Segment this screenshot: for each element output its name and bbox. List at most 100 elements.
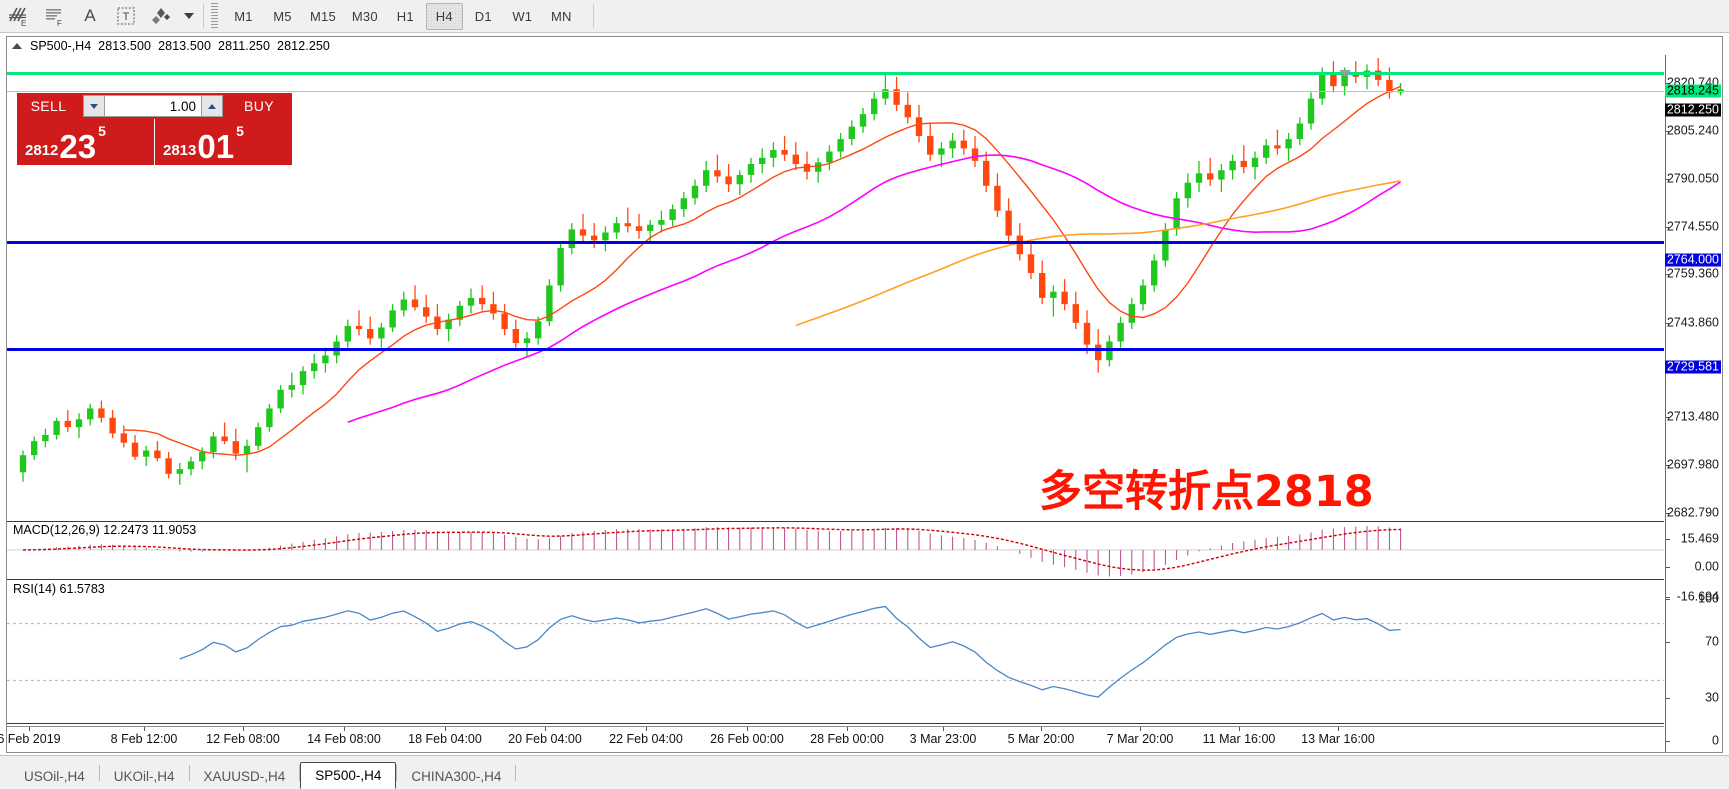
symbol-tab-sp500h4[interactable]: SP500-,H4: [300, 762, 397, 789]
chart-annotation-text: 多空转折点2818: [1039, 467, 1374, 517]
scroll-position-marker[interactable]: [1339, 70, 1351, 77]
main-toolbar: E F A T M1 M5 M15 M30: [0, 0, 1729, 33]
timeframe-button-m1[interactable]: M1: [234, 8, 253, 24]
timeframe-button-m5[interactable]: M5: [273, 8, 292, 24]
volume-input[interactable]: 1.00: [105, 95, 201, 117]
time-axis-tick: [747, 727, 748, 731]
price-axis[interactable]: 2820.740 2818.245 2812.250 2805.240 2790.050…: [1664, 55, 1722, 752]
level-line-support-2729[interactable]: [7, 348, 1664, 352]
toolbar-grip[interactable]: [211, 3, 218, 29]
trade-panel-prices: 2812 23 5 2813 01 5: [17, 119, 292, 165]
time-axis-label: 6 Feb 2019: [0, 732, 61, 746]
tab-divider: [98, 764, 100, 781]
chart-symbol-label: SP500-,H4: [30, 38, 92, 53]
time-axis-tick: [1140, 727, 1141, 731]
time-axis-tick: [1338, 727, 1339, 731]
symbol-tab-ukoilh4[interactable]: UKOil-,H4: [113, 769, 175, 784]
price-chart-pane[interactable]: [7, 55, 1664, 519]
price-axis-tick: [1666, 274, 1670, 276]
timeframe-button-w1[interactable]: W1: [512, 8, 533, 24]
macd-axis-tick: [1666, 539, 1670, 540]
level-line-support-2764[interactable]: [7, 240, 1664, 244]
chart-header: SP500-,H4 2813.500 2813.500 2811.250 281…: [7, 37, 1722, 54]
expert-advisor-icon[interactable]: E: [0, 1, 36, 31]
rsi-axis-label: 70: [1705, 634, 1719, 649]
time-axis-tick: [545, 727, 546, 731]
rsi-axis-label: 30: [1705, 690, 1719, 705]
time-axis-tick: [29, 727, 30, 731]
price-axis-label: 2759.360: [1666, 266, 1719, 281]
timeframe-button-d1[interactable]: D1: [474, 8, 492, 24]
rsi-axis-tick: [1666, 641, 1670, 643]
timeframe-button-h4[interactable]: H4: [425, 2, 463, 30]
sell-button[interactable]: SELL: [17, 93, 80, 119]
macd-pane[interactable]: MACD(12,26,9) 12.2473 11.9053: [7, 521, 1664, 580]
timeframe-button-mn[interactable]: MN: [550, 8, 572, 24]
price-axis-tick: [1666, 131, 1670, 133]
price-axis-tick: [1666, 465, 1670, 467]
price-axis-tick: [1666, 178, 1670, 180]
trade-panel-controls: SELL 1.00 BUY: [17, 93, 292, 119]
time-axis-tick: [1239, 727, 1240, 731]
text-box-icon[interactable]: T: [108, 1, 144, 31]
one-click-trading-panel[interactable]: SELL 1.00 BUY 2812 23 5 2813 01 5: [17, 93, 292, 165]
buy-price-prefix: 2813: [163, 142, 197, 159]
level-line-current-bid[interactable]: [7, 90, 1664, 92]
symbol-tab-china300h4[interactable]: CHINA300-,H4: [411, 769, 502, 784]
time-axis-label: 11 Mar 16:00: [1202, 732, 1276, 746]
timeframe-button-m15[interactable]: M15: [310, 8, 336, 24]
sell-price-fraction: 5: [98, 123, 106, 139]
svg-text:F: F: [57, 19, 62, 27]
price-axis-tick: [1666, 322, 1670, 324]
price-axis-label: 2805.240: [1666, 123, 1719, 138]
rsi-pane[interactable]: RSI(14) 61.5783: [7, 581, 1664, 724]
buy-button[interactable]: BUY: [226, 93, 292, 119]
macd-axis-tick: [1666, 566, 1670, 568]
ohlc-high: 2813.500: [158, 38, 212, 53]
toolbar-divider-2: [592, 4, 594, 28]
timeframe-button-m30[interactable]: M30: [351, 8, 378, 24]
rsi-axis-label: 0: [1712, 733, 1719, 748]
objects-icon[interactable]: [144, 1, 180, 31]
svg-text:E: E: [21, 19, 26, 27]
tab-divider: [396, 764, 398, 781]
sell-price-main: 23: [59, 128, 97, 165]
sell-price-display[interactable]: 2812 23 5: [17, 119, 155, 165]
chevron-down-icon[interactable]: [180, 1, 198, 31]
collapse-triangle-icon[interactable]: [12, 42, 22, 49]
text-label-icon[interactable]: A: [84, 6, 96, 25]
macd-axis-label: 15.469: [1680, 531, 1719, 546]
macd-plot: [7, 526, 1664, 577]
time-axis-label: 8 Feb 12:00: [110, 732, 178, 746]
time-axis[interactable]: 6 Feb 2019 8 Feb 12:00 12 Feb 08:00 14 Feb …: [0, 726, 1664, 752]
indicator-list-icon[interactable]: F: [36, 1, 72, 31]
timeframe-button-h1[interactable]: H1: [396, 8, 414, 24]
price-axis-label: 2774.550: [1666, 219, 1719, 234]
price-axis-label: 2790.050: [1666, 171, 1719, 186]
volume-increment-button[interactable]: [201, 95, 223, 117]
time-axis-label: 12 Feb 08:00: [206, 732, 280, 746]
time-axis-label: 22 Feb 04:00: [609, 732, 683, 746]
symbol-tab-bar: USOil-,H4 UKOil-,H4 XAUUSD-,H4 SP500-,H4 CHI…: [0, 755, 1729, 789]
buy-price-display[interactable]: 2813 01 5: [155, 119, 292, 165]
toolbar-divider: [203, 4, 204, 28]
buy-price-fraction: 5: [236, 123, 244, 139]
price-axis-label: 2818.245: [1664, 83, 1721, 98]
volume-decrement-button[interactable]: [83, 95, 105, 117]
rsi-axis-label: 100: [1698, 591, 1719, 606]
chevron-up-icon: [208, 103, 216, 109]
time-axis-label: 20 Feb 04:00: [508, 732, 582, 746]
macd-axis-label: -16.694: [1676, 589, 1719, 604]
chart-window: SP500-,H4 2813.500 2813.500 2811.250 281…: [0, 36, 1723, 753]
sell-price-prefix: 2812: [25, 142, 59, 159]
price-axis-label: 2682.790: [1666, 505, 1719, 520]
volume-stepper[interactable]: 1.00: [80, 93, 226, 119]
time-axis-label: 13 Mar 16:00: [1301, 732, 1375, 746]
symbol-tab-usoilh4[interactable]: USOil-,H4: [24, 769, 85, 784]
level-line-resistance-2818[interactable]: [7, 71, 1664, 75]
symbol-tab-xauusdh4[interactable]: XAUUSD-,H4: [203, 769, 286, 784]
time-axis-tick: [243, 727, 244, 731]
time-axis-tick: [144, 727, 145, 731]
price-axis-tick: [1666, 512, 1670, 514]
buy-price-main: 01: [197, 128, 235, 165]
